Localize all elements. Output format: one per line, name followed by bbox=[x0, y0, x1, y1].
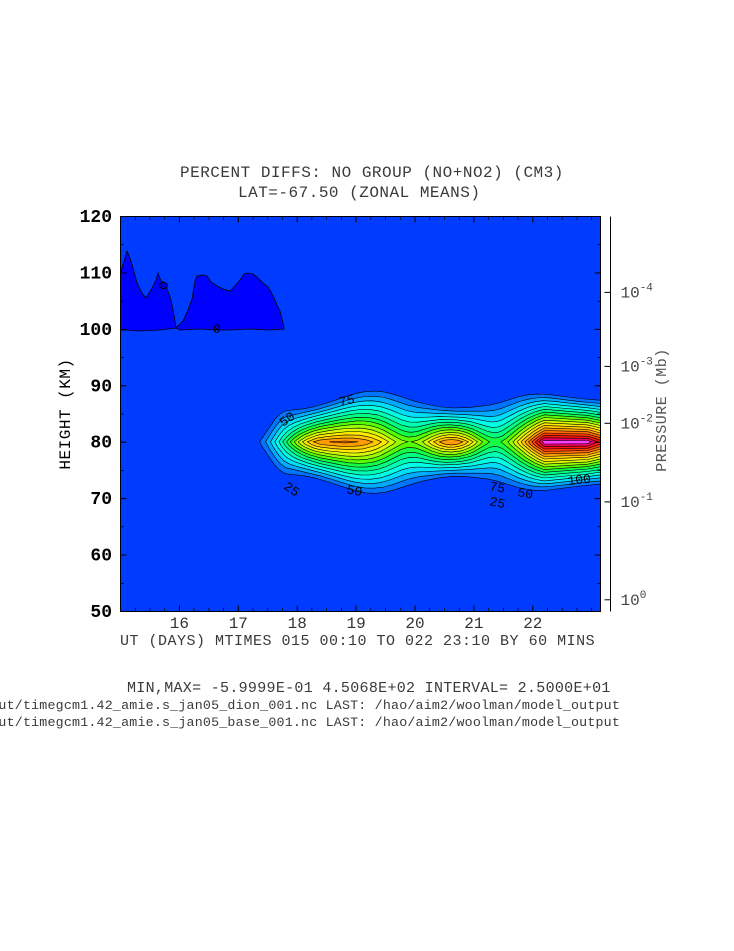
svg-text:18: 18 bbox=[288, 615, 307, 633]
svg-text:25: 25 bbox=[488, 494, 506, 512]
svg-text:17: 17 bbox=[229, 615, 248, 633]
svg-text:100: 100 bbox=[80, 321, 112, 341]
svg-text:PRESSURE (Mb): PRESSURE (Mb) bbox=[654, 348, 671, 472]
svg-text:50: 50 bbox=[90, 603, 112, 623]
svg-text:DIR: /hao/aim2/output/timegcm1: DIR: /hao/aim2/output/timegcm1.42_amie.s… bbox=[0, 715, 620, 730]
svg-text:16: 16 bbox=[170, 615, 189, 633]
svg-text:100: 100 bbox=[567, 472, 592, 489]
svg-text:MIN,MAX= -5.9999E-01 4.5068E+: MIN,MAX= -5.9999E-01 4.5068E+02 INTERVAL… bbox=[127, 680, 611, 697]
svg-text:110: 110 bbox=[80, 264, 112, 284]
svg-text:19: 19 bbox=[346, 615, 365, 633]
svg-text:70: 70 bbox=[90, 490, 112, 510]
svg-text:DIR: /hao/aim2/output/timegcm1: DIR: /hao/aim2/output/timegcm1.42_amie.s… bbox=[0, 698, 620, 713]
svg-text:80: 80 bbox=[90, 434, 112, 454]
svg-text:21: 21 bbox=[464, 615, 483, 633]
svg-text:50: 50 bbox=[516, 485, 534, 502]
svg-text:UT (DAYS) MTIMES 015 00:10 TO: UT (DAYS) MTIMES 015 00:10 TO 022 23:10 … bbox=[120, 633, 595, 650]
svg-text:0: 0 bbox=[213, 322, 221, 337]
svg-text:20: 20 bbox=[405, 615, 424, 633]
svg-text:LAT=-67.50 (ZONAL MEANS): LAT=-67.50 (ZONAL MEANS) bbox=[238, 184, 480, 202]
svg-text:60: 60 bbox=[90, 547, 112, 567]
svg-text:50: 50 bbox=[345, 482, 363, 500]
svg-text:PERCENT DIFFS: NO GROUP (NO+NO: PERCENT DIFFS: NO GROUP (NO+NO2) (CM3) bbox=[180, 164, 564, 182]
svg-text:HEIGHT (KM): HEIGHT (KM) bbox=[57, 358, 75, 469]
svg-text:90: 90 bbox=[90, 377, 112, 397]
svg-text:22: 22 bbox=[523, 615, 542, 633]
svg-text:120: 120 bbox=[80, 208, 112, 228]
svg-text:75: 75 bbox=[338, 392, 356, 410]
svg-text:0: 0 bbox=[160, 281, 167, 293]
